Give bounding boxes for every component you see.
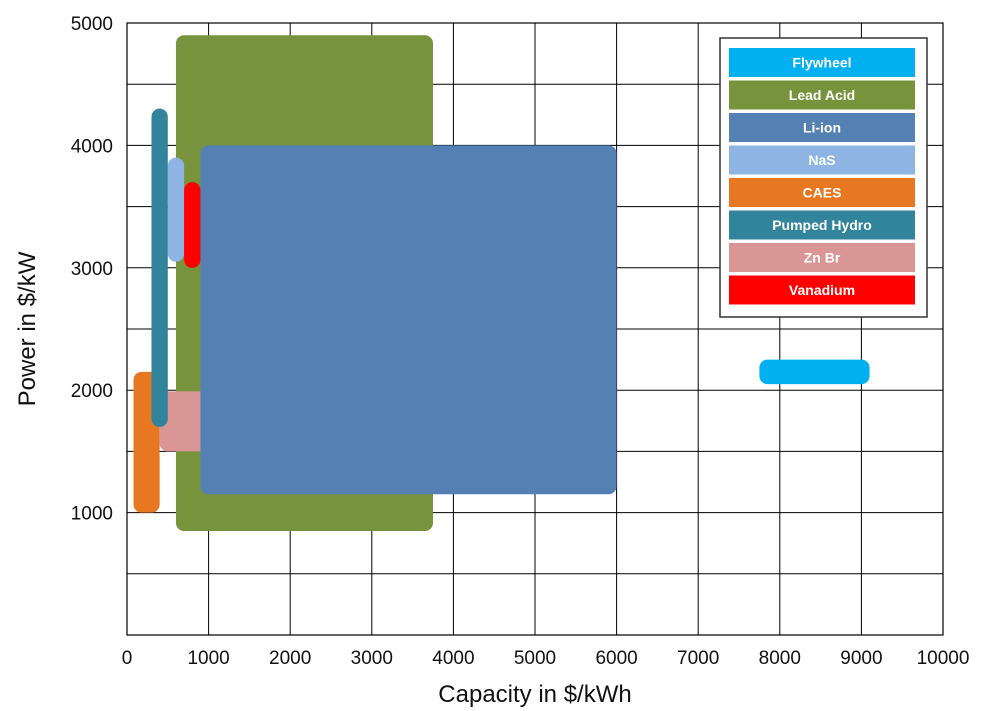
x-tick-label: 8000 [759, 648, 801, 669]
region-pumped-hydro [151, 108, 168, 427]
x-tick-label: 7000 [677, 648, 719, 669]
y-tick-labels: 1000 2000 3000 4000 5000 [71, 14, 113, 525]
legend-label-li-ion: Li-ion [803, 120, 841, 136]
region-nas [167, 157, 185, 262]
region-li-ion [200, 145, 617, 495]
y-tick-label: 2000 [71, 381, 113, 402]
legend-swatch-li-ion [729, 113, 915, 142]
series-regions [133, 35, 870, 531]
legend-label-nas: NaS [808, 152, 835, 168]
x-tick-label: 0 [122, 648, 133, 669]
legend-swatch-zn-br [729, 243, 915, 272]
legend-swatch-pumped-hydro [729, 210, 915, 240]
legend-swatch-nas [729, 145, 915, 175]
legend: Flywheel Lead Acid Li-ion NaS CAES Pumped Hyd… [719, 37, 928, 318]
x-tick-label: 4000 [432, 648, 474, 669]
legend-swatch-flywheel [729, 48, 915, 77]
plot-border [126, 22, 944, 636]
x-tick-label: 6000 [595, 648, 637, 669]
y-tick-label: 4000 [71, 136, 113, 157]
x-tick-label: 10000 [917, 648, 970, 669]
y-tick-label: 3000 [71, 259, 113, 280]
legend-label-zn-br: Zn Br [804, 250, 841, 266]
legend-label-caes: CAES [803, 185, 842, 201]
y-tick-label: 5000 [71, 14, 113, 35]
region-flywheel [759, 359, 870, 385]
region-vanadium [184, 182, 201, 268]
legend-box [719, 37, 928, 318]
x-tick-labels: 0 1000 2000 3000 4000 5000 6000 7000 8000 9000 100… [122, 648, 970, 669]
legend-swatch-vanadium [729, 275, 915, 305]
x-tick-label: 9000 [840, 648, 882, 669]
legend-swatch-caes [729, 178, 915, 207]
x-axis-title: Capacity in $/kWh [438, 681, 631, 708]
x-tick-label: 5000 [514, 648, 556, 669]
legend-label-vanadium: Vanadium [789, 282, 855, 298]
y-tick-label: 1000 [71, 504, 113, 525]
x-tick-label: 3000 [351, 648, 393, 669]
legend-label-flywheel: Flywheel [792, 55, 851, 71]
y-axis-title: Power in $/kW [14, 251, 41, 406]
x-tick-label: 2000 [269, 648, 311, 669]
legend-label-lead-acid: Lead Acid [789, 87, 855, 103]
legend-label-pumped-hydro: Pumped Hydro [772, 217, 872, 233]
legend-swatch-lead-acid [729, 80, 915, 110]
x-tick-label: 1000 [187, 648, 229, 669]
